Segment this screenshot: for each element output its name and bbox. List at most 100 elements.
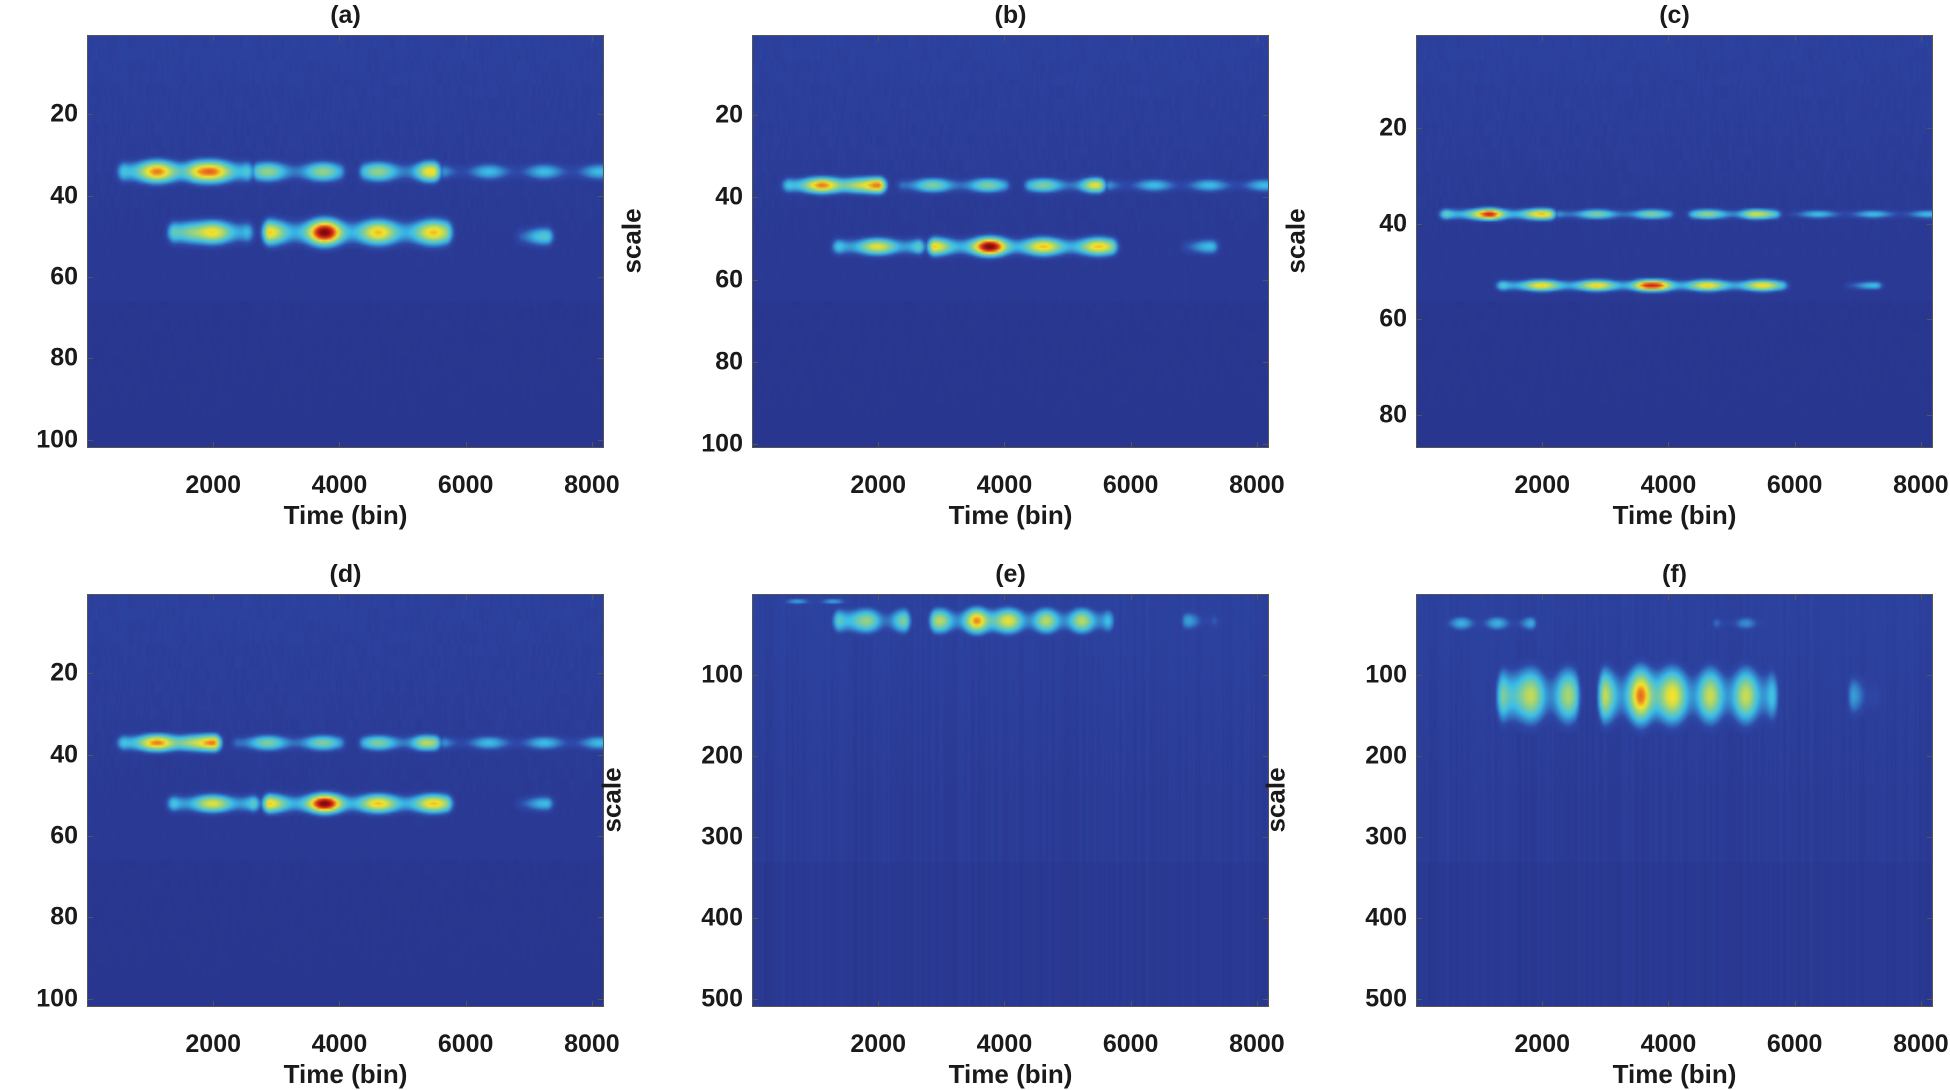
y-tick-mark <box>87 754 93 756</box>
heatmap-panel: (d) 2000 4000 6000 8000 20 40 60 80 100 Time (bin)… <box>36 560 619 1089</box>
panel-title: (d) <box>329 560 362 588</box>
x-tick-mark <box>591 442 593 448</box>
heatmap-axes <box>87 35 604 448</box>
y-tick-mark <box>598 195 604 197</box>
x-tick-mark <box>1920 1001 1922 1007</box>
heatmap-panel: (f) 2000 4000 6000 8000 100 200 300 400 500 Time (… <box>1261 560 1949 1089</box>
y-tick-mark <box>598 439 604 441</box>
y-tick-label: 300 <box>1365 822 1407 851</box>
panel-title: (a) <box>330 1 361 29</box>
y-tick-mark <box>1416 836 1422 838</box>
y-tick-mark <box>87 114 93 116</box>
x-tick-mark <box>213 35 215 41</box>
y-tick-mark <box>1927 755 1933 757</box>
x-tick-mark <box>591 35 593 41</box>
y-tick-mark <box>752 361 758 363</box>
x-tick-label: 8000 <box>1893 471 1949 499</box>
y-tick-mark <box>87 998 93 1000</box>
y-tick-label: 60 <box>715 265 743 293</box>
y-tick-mark <box>1927 998 1933 1000</box>
x-tick-mark <box>1130 35 1132 41</box>
y-tick-label: 20 <box>50 99 78 128</box>
x-tick-mark <box>1004 594 1006 600</box>
y-axis-label: scale <box>596 767 627 833</box>
x-tick-label: 2000 <box>1514 1030 1571 1058</box>
x-tick-label: 6000 <box>437 471 494 499</box>
y-tick-mark <box>1263 674 1269 676</box>
y-axis-label: scale <box>1260 767 1291 833</box>
x-tick-mark <box>339 442 341 448</box>
x-tick-mark <box>465 1001 467 1007</box>
y-tick-label: 100 <box>701 429 743 458</box>
x-tick-label: 8000 <box>1229 1030 1285 1058</box>
y-tick-label: 40 <box>50 740 78 769</box>
heatmap-panel: (e) 2000 4000 6000 8000 100 200 300 400 500 Time (… <box>597 560 1285 1089</box>
y-axis-label: scale <box>616 208 647 274</box>
x-tick-label: 4000 <box>976 471 1033 499</box>
y-tick-mark <box>1927 128 1933 130</box>
heatmap-axes <box>752 35 1269 448</box>
y-tick-mark <box>1927 319 1933 321</box>
x-axis-label: Time (bin) <box>1612 500 1737 530</box>
x-axis-label: Time (bin) <box>948 500 1073 530</box>
x-tick-label: 4000 <box>311 1030 368 1058</box>
x-tick-label: 2000 <box>850 471 907 499</box>
x-tick-label: 8000 <box>1229 471 1285 499</box>
y-tick-mark <box>1263 279 1269 281</box>
y-tick-mark <box>1416 917 1422 919</box>
x-axis-label: Time (bin) <box>1612 1059 1737 1089</box>
heatmap-image <box>753 595 1268 1006</box>
y-tick-mark <box>87 439 93 441</box>
y-tick-label: 60 <box>50 262 78 291</box>
x-tick-label: 8000 <box>1893 1030 1949 1058</box>
y-tick-mark <box>1263 998 1269 1000</box>
y-tick-mark <box>87 277 93 279</box>
x-tick-mark <box>1920 35 1922 41</box>
x-tick-mark <box>465 442 467 448</box>
y-tick-mark <box>87 917 93 919</box>
x-tick-mark <box>1004 442 1006 448</box>
y-tick-label: 40 <box>50 181 78 210</box>
y-tick-label: 100 <box>36 984 78 1013</box>
x-tick-mark <box>878 594 880 600</box>
y-tick-mark <box>598 114 604 116</box>
x-tick-label: 8000 <box>564 1030 620 1058</box>
x-tick-mark <box>339 594 341 600</box>
y-tick-mark <box>1416 674 1422 676</box>
x-tick-mark <box>465 594 467 600</box>
x-tick-mark <box>339 35 341 41</box>
x-tick-mark <box>878 35 880 41</box>
y-tick-mark <box>752 755 758 757</box>
heatmap-image <box>753 36 1268 447</box>
y-tick-label: 500 <box>701 984 743 1013</box>
heatmap-panel: (b) 2000 4000 6000 8000 20 40 60 80 100 Time (bin)… <box>617 1 1285 530</box>
x-tick-label: 6000 <box>1766 1030 1823 1058</box>
x-tick-label: 8000 <box>564 471 620 499</box>
y-tick-mark <box>1263 197 1269 199</box>
x-tick-mark <box>1794 1001 1796 1007</box>
heatmap-panel: (a) 2000 4000 6000 8000 20 40 60 80 100 Time (bin)… <box>36 1 619 530</box>
y-tick-label: 300 <box>701 822 743 851</box>
y-tick-mark <box>1416 414 1422 416</box>
x-tick-label: 6000 <box>1102 471 1159 499</box>
y-tick-mark <box>1263 836 1269 838</box>
heatmap-axes <box>1416 35 1933 448</box>
y-tick-mark <box>598 754 604 756</box>
y-tick-mark <box>752 998 758 1000</box>
x-tick-mark <box>465 35 467 41</box>
x-tick-mark <box>1130 594 1132 600</box>
y-tick-label: 40 <box>1379 209 1407 238</box>
x-tick-label: 6000 <box>1102 1030 1159 1058</box>
panel-title: (b) <box>994 1 1027 29</box>
y-tick-label: 400 <box>1365 903 1407 932</box>
x-tick-label: 4000 <box>1640 471 1697 499</box>
x-tick-mark <box>878 442 880 448</box>
y-tick-label: 80 <box>1379 400 1407 429</box>
x-tick-mark <box>1004 35 1006 41</box>
y-tick-mark <box>1263 361 1269 363</box>
heatmap-panel: (c) 2000 4000 6000 8000 20 40 60 80 Time (bin) sca… <box>1281 1 1949 530</box>
x-axis-label: Time (bin) <box>283 1059 408 1089</box>
y-tick-mark <box>752 279 758 281</box>
y-tick-mark <box>598 998 604 1000</box>
y-tick-label: 20 <box>50 658 78 687</box>
